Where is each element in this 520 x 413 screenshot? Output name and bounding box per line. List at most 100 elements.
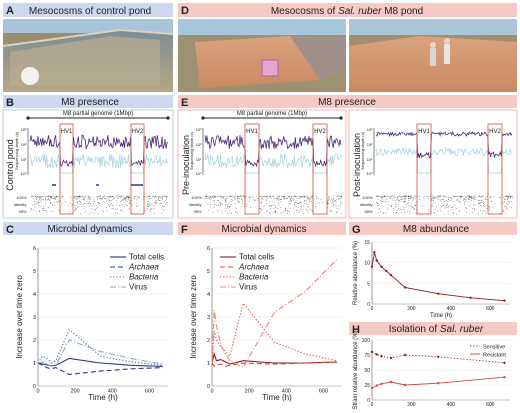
data-point: [389, 273, 393, 277]
legend-label: Total cells: [239, 253, 274, 262]
x-tick-label: 600: [319, 389, 328, 395]
identity-tick-label: 95%: [364, 209, 372, 214]
panel-b-box: [2, 109, 174, 219]
series-line: [37, 339, 163, 367]
panel-b-letter: B: [6, 97, 14, 109]
y-tick-label: 3: [33, 315, 36, 321]
y-tick-label: 0: [33, 384, 36, 390]
salruber-pond-photo-2: [349, 19, 517, 92]
hv-label: HV2: [489, 129, 501, 135]
panel-a: A Mesocosms of control pond: [2, 3, 174, 92]
data-point: [437, 292, 440, 295]
identity-tick-label: 95%: [18, 209, 26, 214]
data-point: [503, 299, 506, 302]
control-pond-photo: [2, 19, 174, 92]
panel-c-title: Microbial dynamics: [47, 224, 132, 235]
identity-scatter: [376, 195, 513, 215]
y-tick-label: 6: [33, 246, 36, 252]
data-point: [403, 286, 407, 289]
panel-f-title: Microbial dynamics: [221, 224, 306, 235]
series-line: [211, 351, 337, 365]
y-tick-label: 75: [364, 353, 370, 359]
gene-marker: [131, 184, 143, 186]
gene-marker: [52, 184, 56, 186]
identity-tick-label: 95%: [193, 209, 201, 214]
y-tick-label: 4: [207, 292, 210, 298]
panel-e-box-right: [348, 109, 518, 219]
y-tick-label: 3: [207, 315, 210, 321]
y-tick-label: 50: [364, 368, 370, 374]
data-point: [403, 353, 407, 357]
x-axis-label: Time (h): [262, 393, 292, 402]
data-point: [370, 386, 374, 390]
identity-tick-label: 100%: [362, 195, 373, 200]
data-point: [384, 269, 388, 273]
hv-region-box: [312, 123, 328, 215]
identity-axis-label: Identity: [14, 202, 27, 207]
y-tick-label: 15: [364, 240, 370, 246]
depth-tick-label: 10²: [21, 142, 27, 147]
panel-c-letter: C: [6, 224, 14, 236]
hv-label: HV1: [246, 129, 258, 135]
coverage-line-light: [29, 153, 169, 174]
panel-h-letter: H: [352, 324, 360, 336]
x-tick-label: 0: [36, 389, 39, 395]
panel-e-letter: E: [181, 97, 188, 109]
data-point: [373, 251, 376, 254]
chart-c: 0 1 2 3 4 5 6 0 200 400 600 Time (h) Increase over t…: [15, 246, 168, 402]
identity-tick-label: 100%: [191, 195, 202, 200]
x-tick-label: 400: [447, 402, 456, 408]
chart-h: 0 25 50 75 100 0 200 400 600 Strain relative abun…: [353, 330, 510, 410]
legend-label: Bacteria: [239, 273, 269, 282]
depth-axis-label: Sequencing depth (x): [360, 131, 365, 170]
series-line: [211, 259, 338, 369]
depth-tick-label: 10⁰: [195, 171, 201, 176]
y-axis-label: Increase over time zero: [189, 275, 198, 359]
x-tick-label: 200: [245, 389, 254, 395]
y-tick-label: 25: [364, 383, 370, 389]
y-tick-label: 0: [207, 384, 210, 390]
panel-d-header: [178, 3, 517, 17]
panel-g-title: M8 abundance: [403, 224, 470, 235]
genome-label: M8 partial genome (1Mbp): [237, 111, 307, 117]
y-tick-label: 10: [364, 261, 370, 267]
data-point: [375, 259, 378, 262]
depth-tick-label: 10⁰: [366, 171, 372, 176]
hv-label: HV1: [418, 129, 430, 135]
depth-tick-label: 10⁰: [20, 171, 26, 176]
legend-label: Bacteria: [129, 273, 159, 282]
x-tick-label: 0: [210, 389, 213, 395]
y-tick-label: 100: [362, 338, 371, 344]
y-tick-label: 1: [207, 361, 210, 367]
salruber-pond-photo-1: [178, 19, 346, 92]
panel-h-header: [349, 322, 517, 335]
data-point: [503, 361, 506, 364]
x-tick-label: 200: [71, 389, 80, 395]
y-axis-label: Increase over time zero: [15, 275, 24, 359]
panel-a-title: Mesocosms of control pond: [29, 6, 151, 17]
panel-g-header: [349, 222, 517, 235]
y-tick-label: 5: [367, 281, 370, 287]
x-tick-label: 200: [407, 306, 416, 312]
hv-label: HV2: [314, 129, 326, 135]
series-line: [211, 361, 337, 368]
depth-tick-label: 10²: [196, 142, 202, 147]
depth-tick-label: 10²: [367, 142, 373, 147]
coverage-line-light: [375, 146, 513, 174]
hv-region-box: [416, 123, 432, 215]
identity-scatter: [205, 195, 342, 215]
series-line: [371, 252, 505, 302]
legend-label: Resistant: [483, 353, 506, 359]
hv-label: HV2: [132, 129, 144, 135]
depth-tick-label: 10³: [367, 127, 373, 132]
row-label-pre: Pre-inoculation: [181, 135, 191, 195]
y-axis-label: Strain relative abundance (%): [353, 330, 359, 409]
panel-a-header: [3, 3, 173, 17]
legend-label: Archaea: [238, 263, 269, 272]
y-tick-label: 5: [207, 269, 210, 275]
y-tick-label: 6: [207, 246, 210, 252]
genome-label: M8 partial genome (1Mbp): [63, 111, 133, 117]
panel-b-header: [3, 95, 173, 108]
row-label-post: Post-inoculation: [352, 133, 362, 197]
